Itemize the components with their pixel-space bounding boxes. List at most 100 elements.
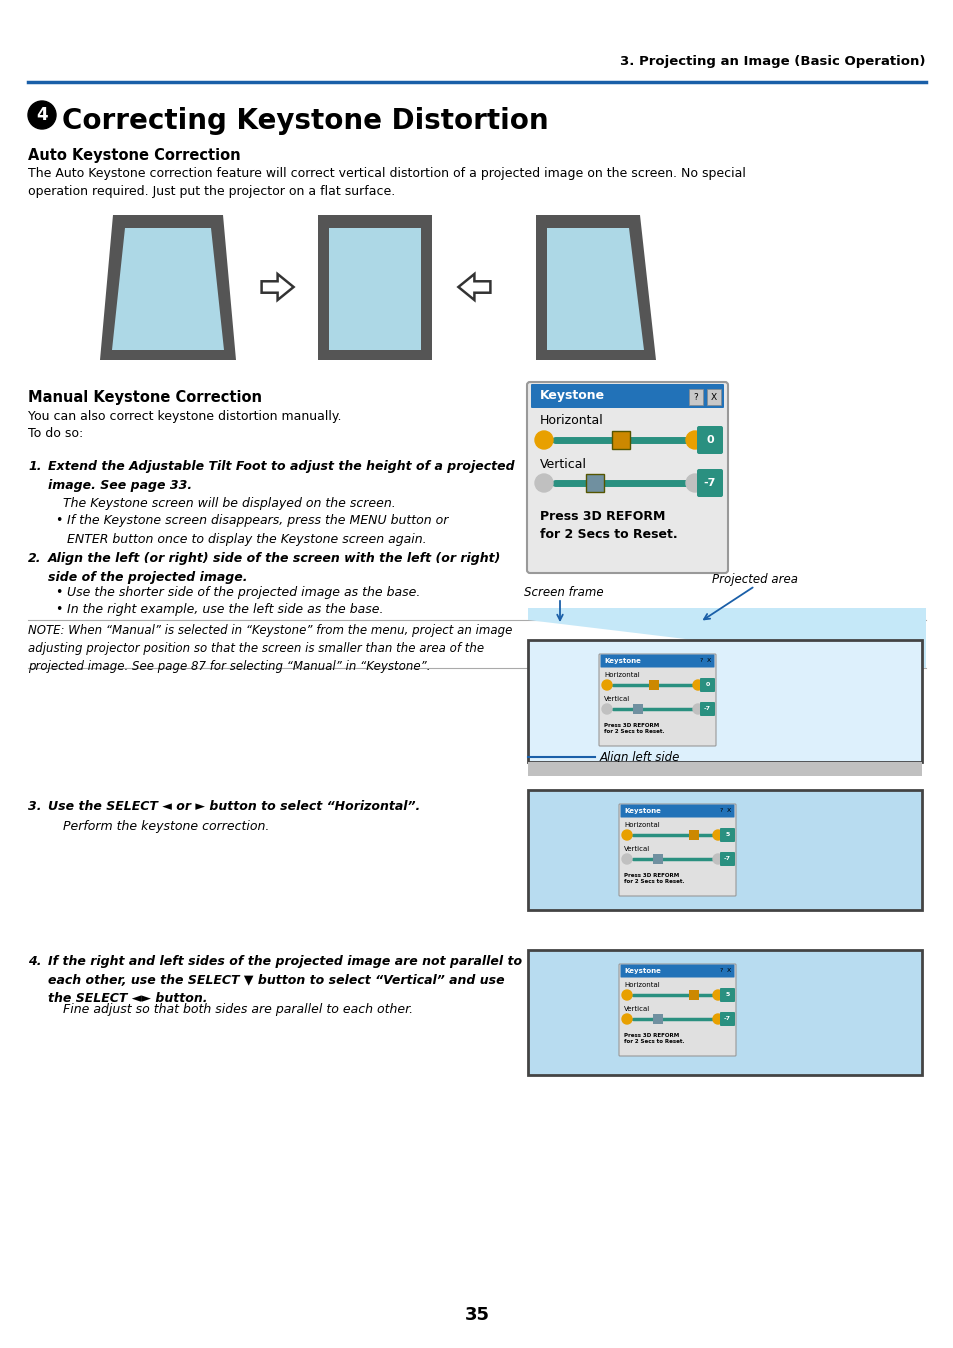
Circle shape — [712, 830, 722, 840]
Text: -7: -7 — [723, 1016, 730, 1022]
FancyBboxPatch shape — [697, 426, 722, 454]
Circle shape — [712, 989, 722, 1000]
FancyBboxPatch shape — [700, 678, 714, 692]
Text: •: • — [55, 603, 62, 616]
FancyBboxPatch shape — [618, 964, 735, 1055]
Text: Projected area: Projected area — [711, 573, 797, 586]
Circle shape — [535, 431, 553, 449]
Text: -7: -7 — [723, 856, 730, 861]
Text: Vertical: Vertical — [603, 696, 630, 702]
FancyBboxPatch shape — [619, 965, 734, 977]
Polygon shape — [317, 214, 432, 360]
FancyBboxPatch shape — [720, 828, 734, 842]
Circle shape — [692, 704, 702, 714]
Text: ?: ? — [719, 968, 722, 973]
Text: Press 3D REFORM
for 2 Secs to Reset.: Press 3D REFORM for 2 Secs to Reset. — [623, 874, 684, 884]
Bar — [688, 390, 702, 404]
Text: Vertical: Vertical — [623, 847, 650, 852]
Text: The Auto Keystone correction feature will correct vertical distortion of a proje: The Auto Keystone correction feature wil… — [28, 167, 745, 198]
Circle shape — [621, 830, 631, 840]
Text: Manual Keystone Correction: Manual Keystone Correction — [28, 390, 262, 404]
Text: NOTE: When “Manual” is selected in “Keystone” from the menu, project an image
ad: NOTE: When “Manual” is selected in “Keys… — [28, 624, 512, 673]
Bar — [652, 1014, 662, 1024]
Bar — [585, 474, 603, 492]
Text: Press 3D REFORM
for 2 Secs to Reset.: Press 3D REFORM for 2 Secs to Reset. — [623, 1033, 684, 1045]
Polygon shape — [527, 608, 925, 669]
Text: 3. Projecting an Image (Basic Operation): 3. Projecting an Image (Basic Operation) — [619, 55, 925, 67]
Circle shape — [692, 679, 702, 690]
Bar — [612, 431, 629, 449]
Text: Horizontal: Horizontal — [623, 981, 659, 988]
Text: Align left side: Align left side — [599, 751, 679, 763]
Text: X: X — [726, 968, 730, 973]
Text: Screen frame: Screen frame — [523, 586, 603, 600]
Text: Keystone: Keystone — [623, 968, 660, 975]
Text: Horizontal: Horizontal — [603, 673, 639, 678]
Circle shape — [621, 1014, 631, 1024]
Text: Use the SELECT ◄ or ► button to select “Horizontal”.: Use the SELECT ◄ or ► button to select “… — [48, 799, 420, 813]
Bar — [689, 989, 699, 1000]
Polygon shape — [112, 228, 224, 350]
Text: 3.: 3. — [28, 799, 42, 813]
Bar — [527, 640, 921, 762]
Polygon shape — [261, 274, 294, 301]
Text: 2.: 2. — [28, 551, 42, 565]
Text: The Keystone screen will be displayed on the screen.: The Keystone screen will be displayed on… — [63, 497, 395, 510]
Text: Fine adjust so that both sides are parallel to each other.: Fine adjust so that both sides are paral… — [63, 1003, 413, 1016]
Circle shape — [601, 679, 612, 690]
Bar — [527, 950, 921, 1074]
Circle shape — [601, 704, 612, 714]
Bar — [648, 679, 659, 690]
Text: Keystone: Keystone — [623, 807, 660, 814]
FancyBboxPatch shape — [599, 655, 714, 667]
Text: In the right example, use the left side as the base.: In the right example, use the left side … — [67, 603, 383, 616]
Text: Align the left (or right) side of the screen with the left (or right)
side of th: Align the left (or right) side of the sc… — [48, 551, 501, 584]
Text: ?: ? — [693, 392, 698, 402]
Text: Correcting Keystone Distortion: Correcting Keystone Distortion — [62, 106, 548, 135]
Polygon shape — [546, 228, 643, 350]
Bar — [689, 830, 699, 840]
Text: Auto Keystone Correction: Auto Keystone Correction — [28, 148, 240, 163]
Text: 5: 5 — [724, 992, 729, 998]
Circle shape — [712, 855, 722, 864]
Text: Press 3D REFORM
for 2 Secs to Reset.: Press 3D REFORM for 2 Secs to Reset. — [539, 510, 677, 541]
Circle shape — [535, 474, 553, 492]
Text: Extend the Adjustable Tilt Foot to adjust the height of a projected
image. See p: Extend the Adjustable Tilt Foot to adjus… — [48, 460, 514, 492]
Text: 35: 35 — [464, 1306, 489, 1324]
FancyBboxPatch shape — [619, 805, 734, 817]
Text: 0: 0 — [704, 682, 709, 687]
Bar — [652, 855, 662, 864]
Text: To do so:: To do so: — [28, 427, 83, 439]
Text: X: X — [710, 392, 717, 402]
Text: 4.: 4. — [28, 954, 42, 968]
Text: Horizontal: Horizontal — [539, 414, 603, 426]
FancyBboxPatch shape — [618, 803, 735, 896]
FancyBboxPatch shape — [526, 381, 727, 573]
Text: Perform the keystone correction.: Perform the keystone correction. — [63, 820, 269, 833]
Text: If the right and left sides of the projected image are not parallel to
each othe: If the right and left sides of the proje… — [48, 954, 521, 1006]
Polygon shape — [536, 214, 656, 360]
Circle shape — [621, 989, 631, 1000]
Circle shape — [712, 1014, 722, 1024]
Circle shape — [621, 855, 631, 864]
Text: If the Keystone screen disappears, press the MENU button or
ENTER button once to: If the Keystone screen disappears, press… — [67, 514, 448, 546]
FancyBboxPatch shape — [598, 654, 716, 745]
Text: Use the shorter side of the projected image as the base.: Use the shorter side of the projected im… — [67, 586, 420, 599]
FancyBboxPatch shape — [720, 988, 734, 1002]
Circle shape — [685, 431, 703, 449]
Polygon shape — [329, 228, 420, 350]
Text: ?: ? — [719, 809, 722, 813]
FancyBboxPatch shape — [700, 702, 714, 716]
Text: 4: 4 — [36, 106, 48, 124]
Text: X: X — [726, 809, 730, 813]
FancyBboxPatch shape — [697, 469, 722, 497]
Text: •: • — [55, 514, 62, 527]
Text: Keystone: Keystone — [603, 658, 640, 665]
FancyBboxPatch shape — [720, 1012, 734, 1026]
Text: 0: 0 — [705, 435, 713, 445]
Polygon shape — [100, 214, 235, 360]
Text: You can also correct keystone distortion manually.: You can also correct keystone distortion… — [28, 410, 341, 423]
Circle shape — [685, 474, 703, 492]
FancyBboxPatch shape — [531, 384, 723, 408]
Bar — [527, 790, 921, 910]
